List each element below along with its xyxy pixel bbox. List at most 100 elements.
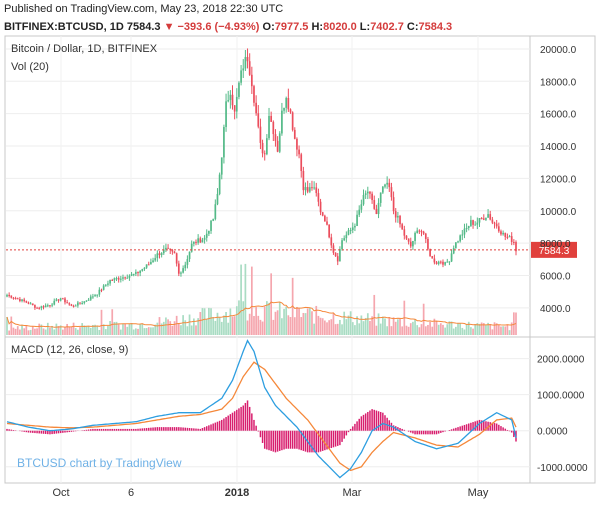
candle-body xyxy=(74,305,77,307)
volume-bar xyxy=(6,317,8,335)
candle-body xyxy=(354,225,356,228)
volume-bar xyxy=(14,328,17,335)
macd-histogram-bar xyxy=(392,425,395,431)
candle-body xyxy=(439,261,442,263)
volume-bar xyxy=(268,302,270,335)
volume-bar xyxy=(351,322,354,335)
macd-histogram-bar xyxy=(272,430,275,452)
macd-histogram-bar xyxy=(154,427,156,431)
volume-bar xyxy=(482,323,485,335)
volume-bar xyxy=(177,323,180,335)
volume-bar xyxy=(34,328,36,335)
volume-bar xyxy=(485,325,487,335)
volume-bar xyxy=(130,323,133,335)
macd-histogram-bar xyxy=(236,409,238,431)
candle-body xyxy=(330,237,333,246)
price-tick-label: 6000.0 xyxy=(540,272,571,283)
macd-histogram-bar xyxy=(90,429,92,431)
macd-histogram-bar xyxy=(87,429,90,431)
macd-histogram-bar xyxy=(255,425,257,431)
volume-bar xyxy=(167,319,169,335)
volume-bar xyxy=(165,317,167,335)
macd-histogram-bar xyxy=(418,430,421,435)
macd-histogram-bar xyxy=(493,423,496,431)
macd-histogram-bar xyxy=(448,430,451,431)
macd-histogram-bar xyxy=(489,422,491,431)
macd-histogram-bar xyxy=(354,423,356,431)
price-tick-label: 14000.0 xyxy=(540,142,577,153)
volume-bar xyxy=(304,313,307,335)
volume-bar xyxy=(57,326,60,335)
volume-bar xyxy=(399,318,401,335)
candle-body xyxy=(255,102,257,114)
symbol-name: BITFINEX:BTCUSD, 1D xyxy=(4,21,124,33)
macd-histogram-bar xyxy=(238,408,240,431)
macd-histogram-bar xyxy=(382,412,384,431)
volume-bar xyxy=(235,306,238,335)
volume-bar xyxy=(68,326,71,335)
volume-bar xyxy=(87,325,90,335)
macd-histogram-bar xyxy=(145,428,148,431)
candle-body xyxy=(403,229,406,236)
macd-histogram-bar xyxy=(500,426,502,431)
volume-bar xyxy=(220,321,223,335)
volume-bar xyxy=(497,325,500,335)
last-price-tag xyxy=(531,241,577,258)
candle-body xyxy=(510,236,513,243)
volume-bar xyxy=(42,328,45,335)
volume-bar xyxy=(253,315,255,335)
macd-histogram-bar xyxy=(253,419,255,431)
volume-bar xyxy=(276,310,279,335)
candle-body xyxy=(293,129,296,139)
candle-body xyxy=(233,105,236,112)
volume-bar xyxy=(377,313,380,335)
price-tick-label: 16000.0 xyxy=(540,110,577,121)
candle-body xyxy=(130,274,133,276)
volume-bar xyxy=(152,327,154,335)
macd-histogram-bar xyxy=(414,430,416,435)
macd-histogram-bar xyxy=(36,430,38,434)
macd-histogram-bar xyxy=(510,430,513,433)
macd-histogram-bar xyxy=(485,421,487,431)
candle-body xyxy=(128,275,131,278)
volume-bar xyxy=(369,320,371,335)
candle-body xyxy=(371,193,373,201)
candle-body xyxy=(412,241,414,247)
macd-histogram-bar xyxy=(358,418,360,431)
volume-bar xyxy=(190,325,193,335)
candle-body xyxy=(111,279,114,281)
macd-histogram-bar xyxy=(513,430,515,438)
candle-body xyxy=(334,252,337,257)
macd-histogram-bar xyxy=(498,424,500,431)
candle-body xyxy=(345,234,348,239)
candle-body xyxy=(104,284,107,286)
macd-histogram-bar xyxy=(223,418,225,431)
volume-bar xyxy=(480,322,483,335)
macd-histogram-bar xyxy=(435,430,438,435)
macd-histogram-bar xyxy=(240,406,242,431)
candle-body xyxy=(8,294,11,296)
volume-bar xyxy=(313,323,315,335)
candle-body xyxy=(227,100,230,102)
candle-body xyxy=(102,285,105,290)
macd-histogram-bar xyxy=(302,430,305,451)
macd-histogram-bar xyxy=(124,428,126,431)
macd-histogram-bar xyxy=(21,430,23,432)
candle-body xyxy=(173,251,176,254)
candle-body xyxy=(399,215,401,225)
candle-body xyxy=(319,201,322,213)
candle-body xyxy=(167,247,169,249)
volume-bar xyxy=(145,328,148,335)
candle-body xyxy=(51,304,53,306)
candle-body xyxy=(115,278,118,280)
volume-bar xyxy=(150,327,152,335)
volume-bar xyxy=(128,323,131,335)
candle-body xyxy=(274,134,277,141)
volume-bar xyxy=(463,329,466,335)
macd-histogram-bar xyxy=(452,428,455,431)
price-tick-label: 4000.0 xyxy=(540,304,571,315)
macd-histogram-bar xyxy=(268,430,270,451)
candle-body xyxy=(238,82,240,97)
macd-histogram-bar xyxy=(246,400,249,431)
